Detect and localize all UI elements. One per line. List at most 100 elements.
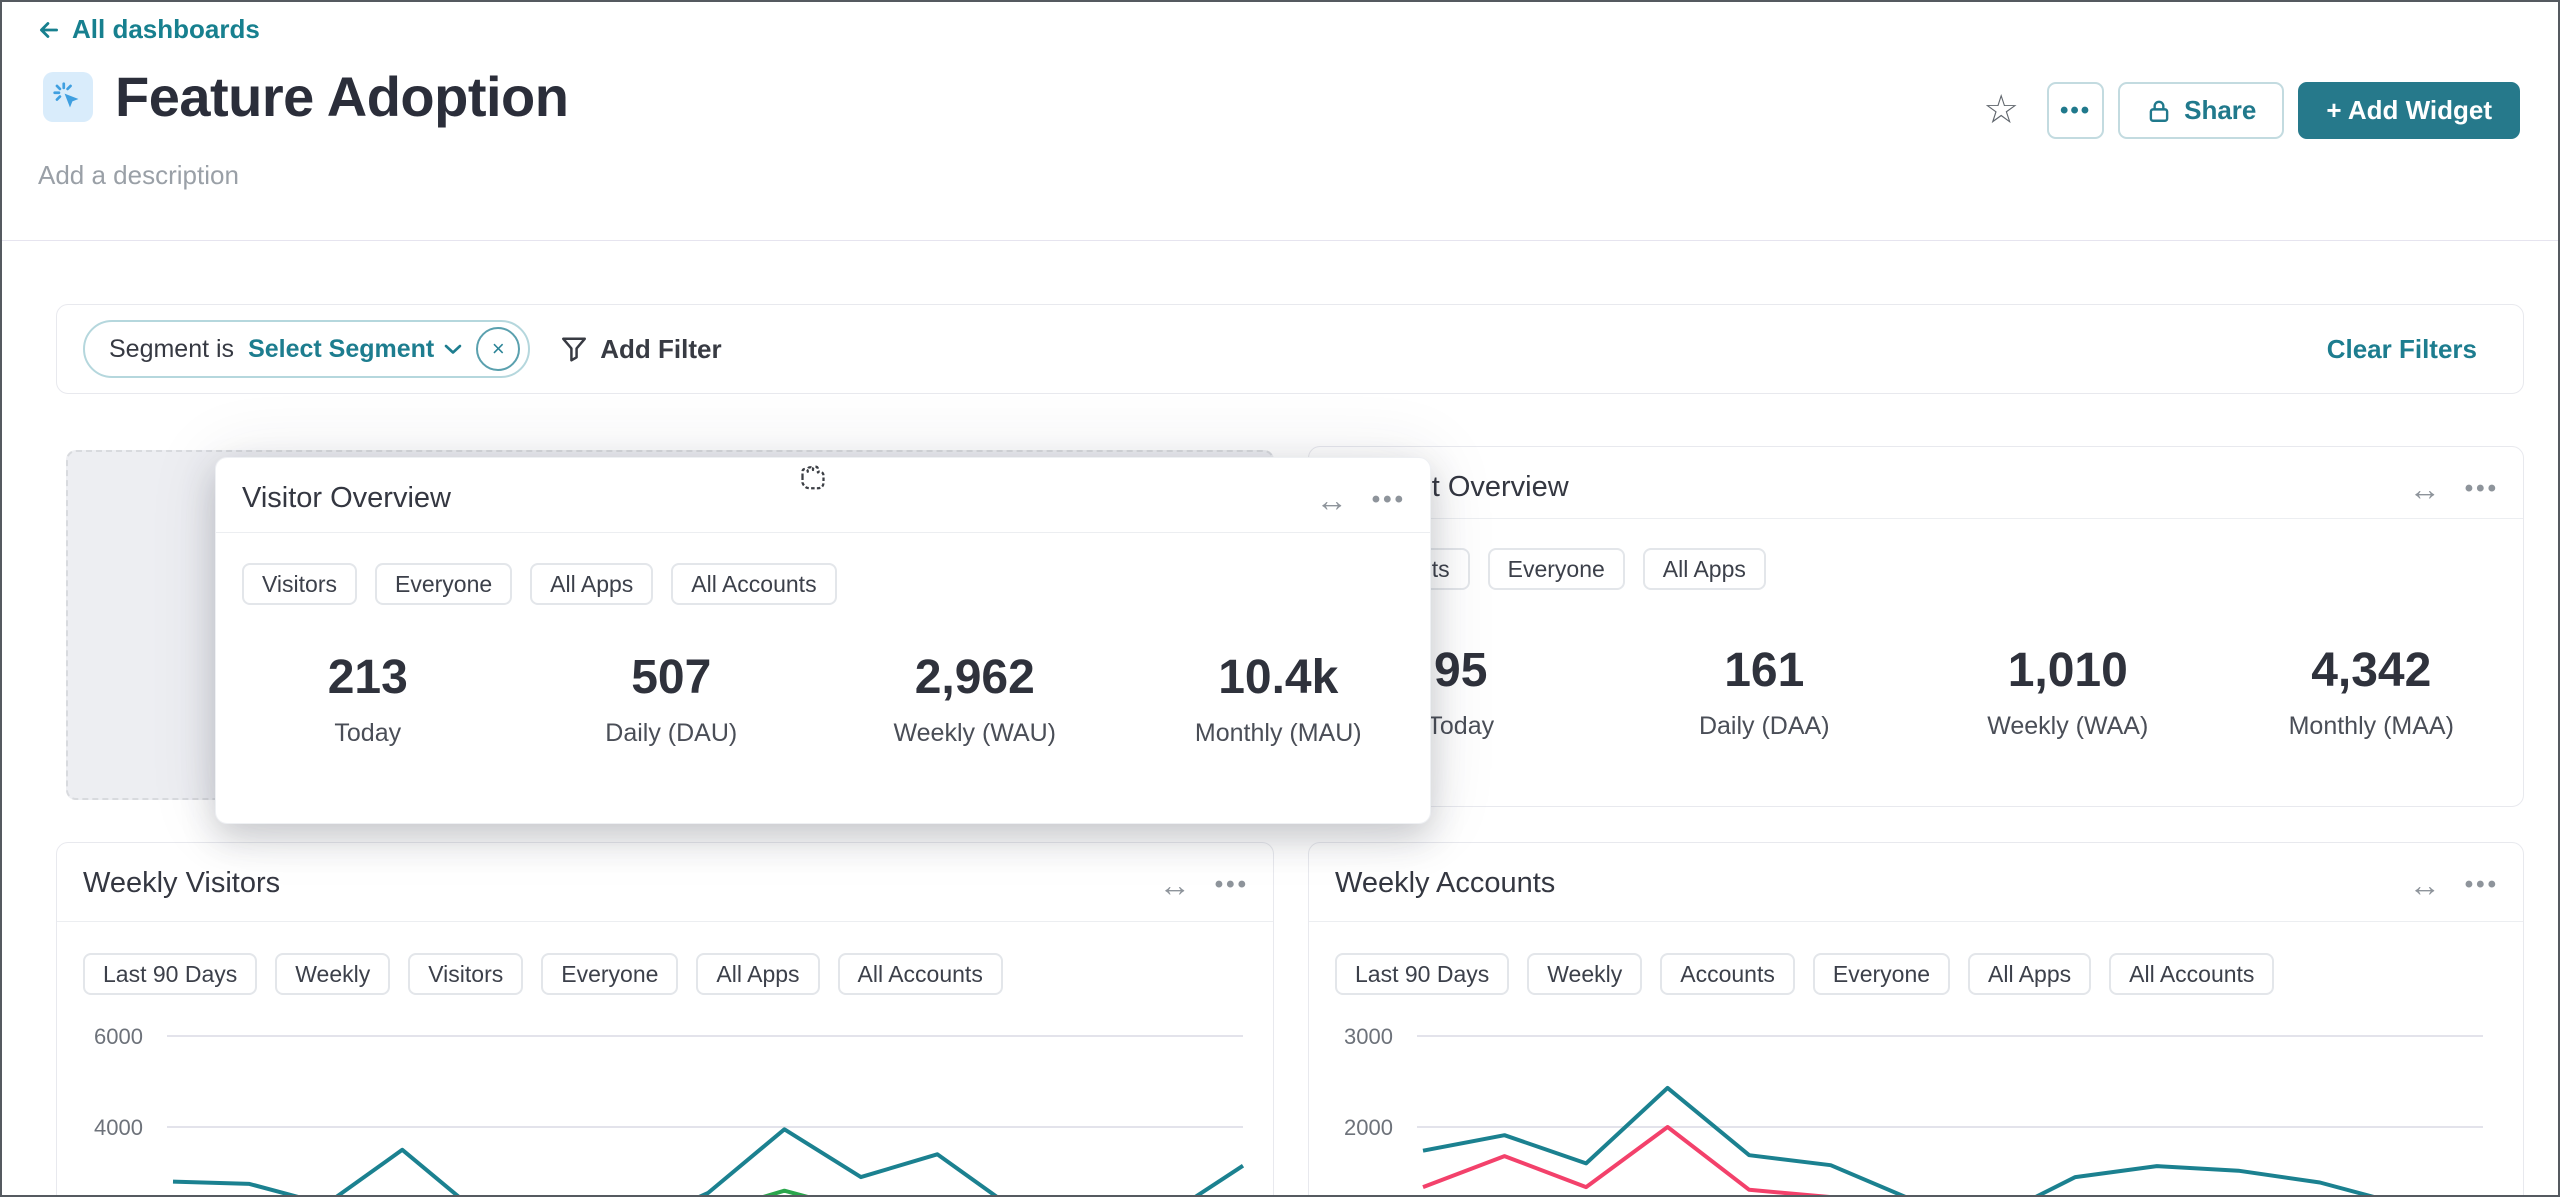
tag: All Apps: [1968, 953, 2092, 995]
stat-value: 4,342: [2311, 644, 2432, 697]
segment-filter-prefix: Segment is: [109, 334, 235, 363]
tag: All Apps: [530, 563, 654, 605]
tag: Last 90 Days: [83, 953, 258, 995]
stat-label: Monthly (MAA): [2288, 712, 2454, 740]
tag: Accounts: [1660, 953, 1795, 995]
stat-value: 1,010: [2007, 644, 2128, 697]
stat-label: Today: [1427, 712, 1495, 740]
stat-value: 507: [631, 651, 712, 704]
widget-weekly-accounts: Weekly Accounts ↔ ••• Last 90 Days Weekl…: [1308, 842, 2524, 1195]
tag: Visitors: [242, 563, 357, 605]
share-button-label: Share: [2184, 95, 2257, 125]
weekly-accounts-line-chart: 3000 2000: [1344, 1024, 2483, 1195]
stat-monthly: 4,342 Monthly (MAA): [2220, 643, 2524, 741]
segment-filter-pill: Segment is Select Segment ×: [83, 320, 531, 378]
tag: Last 90 Days: [1335, 953, 1510, 995]
stat-label: Daily (DAA): [1698, 712, 1830, 740]
widget-tag-row: Last 90 Days Weekly Visitors Everyone Al…: [83, 953, 1003, 995]
stat-today: 213 Today: [216, 650, 520, 748]
stat-today: 95 Today: [1309, 643, 1613, 741]
stat-label: Today: [334, 719, 402, 747]
remove-segment-filter-button[interactable]: ×: [476, 327, 521, 371]
svg-text:4000: 4000: [94, 1115, 143, 1140]
card-divider: [1309, 518, 2523, 519]
dashboard-description-placeholder[interactable]: Add a description: [38, 160, 239, 190]
tag: Weekly: [275, 953, 391, 995]
svg-text:3000: 3000: [1344, 1024, 1393, 1049]
stat-label: Monthly (MAU): [1194, 719, 1362, 747]
resize-horizontal-icon[interactable]: ↔: [2408, 471, 2441, 507]
svg-text:2000: 2000: [1344, 1115, 1393, 1140]
svg-text:6000: 6000: [94, 1024, 143, 1049]
share-button[interactable]: Share: [2118, 82, 2285, 139]
tag: Everyone: [1812, 953, 1951, 995]
x-icon: ×: [491, 336, 505, 361]
add-widget-button[interactable]: + Add Widget: [2298, 82, 2520, 139]
back-to-dashboards-link[interactable]: All dashboards: [36, 14, 260, 45]
stat-value: 161: [1724, 644, 1805, 697]
tag: Everyone: [541, 953, 679, 995]
widget-visitor-overview-dragging[interactable]: Visitor Overview ↔ ••• Visitors Everyone…: [215, 457, 1431, 824]
widget-tag-row: Last 90 Days Weekly Accounts Everyone Al…: [1335, 953, 2275, 995]
widget-menu-icon[interactable]: •••: [2464, 871, 2499, 898]
tag: Everyone: [375, 563, 513, 605]
stat-label: Weekly (WAA): [1987, 712, 2149, 740]
clear-filters-link[interactable]: Clear Filters: [2326, 333, 2477, 364]
widget-title: Visitor Overview: [242, 482, 451, 514]
stat-weekly: 2,962 Weekly (WAU): [823, 650, 1127, 748]
back-link-label: All dashboards: [72, 14, 260, 44]
stat-label: Weekly (WAU): [893, 719, 1057, 747]
feature-click-icon: [43, 71, 93, 122]
widget-menu-icon[interactable]: •••: [1214, 871, 1249, 898]
tag: All Apps: [696, 953, 820, 995]
widget-tag-row: Visitors Everyone All Apps All Accounts: [242, 563, 837, 605]
widget-account-overview: Account Overview ↔ ••• Accounts Everyone…: [1308, 446, 2524, 807]
resize-horizontal-icon[interactable]: ↔: [1315, 482, 1348, 518]
add-widget-label: + Add Widget: [2326, 95, 2492, 125]
tag: Visitors: [408, 953, 524, 995]
widget-menu-icon[interactable]: •••: [1371, 486, 1406, 513]
card-divider: [216, 532, 1430, 533]
add-filter-label: Add Filter: [600, 333, 722, 364]
widget-weekly-visitors: Weekly Visitors ↔ ••• Last 90 Days Weekl…: [56, 842, 1274, 1195]
more-options-button[interactable]: •••: [2047, 82, 2105, 139]
stat-value: 95: [1434, 644, 1488, 697]
page-title: Feature Adoption: [115, 65, 569, 128]
tag: All Apps: [1642, 548, 1766, 590]
widget-title: Weekly Accounts: [1335, 867, 1556, 899]
tag: Weekly: [1527, 953, 1643, 995]
stat-daily: 161 Daily (DAA): [1613, 643, 1917, 741]
funnel-icon: [562, 337, 587, 362]
tag: All Accounts: [2109, 953, 2275, 995]
card-divider: [57, 921, 1273, 922]
header-divider: [2, 240, 2558, 241]
segment-select-value: Select Segment: [248, 334, 435, 363]
stat-value: 213: [327, 651, 408, 704]
widget-title: Weekly Visitors: [83, 867, 281, 899]
stat-value: 10.4k: [1218, 651, 1339, 704]
arrow-left-icon: [40, 21, 58, 38]
weekly-visitors-line-chart: 6000 4000: [94, 1024, 1245, 1195]
segment-select-dropdown[interactable]: Select Segment: [248, 335, 462, 364]
widget-stats-row: 213 Today 507 Daily (DAU) 2,962 Weekly (…: [216, 650, 1430, 748]
stat-value: 2,962: [914, 651, 1035, 704]
widget-stats-row: 95 Today 161 Daily (DAA) 1,010 Weekly (W…: [1309, 643, 2523, 741]
resize-horizontal-icon[interactable]: ↔: [1158, 867, 1191, 903]
stat-monthly: 10.4k Monthly (MAU): [1127, 650, 1431, 748]
favorite-star-icon[interactable]: ☆: [1983, 88, 2020, 132]
stat-daily: 507 Daily (DAU): [520, 650, 824, 748]
header-toolbar: ☆ ••• Share + Add Widget: [1983, 82, 2520, 139]
tag: All Accounts: [837, 953, 1003, 995]
resize-horizontal-icon[interactable]: ↔: [2408, 867, 2441, 903]
widget-menu-icon[interactable]: •••: [2464, 475, 2499, 502]
lock-icon: [2149, 100, 2169, 122]
stat-label: Daily (DAU): [605, 719, 738, 747]
card-divider: [1309, 921, 2523, 922]
add-filter-button[interactable]: Add Filter: [560, 333, 722, 365]
tag: All Accounts: [671, 563, 837, 605]
chevron-down-icon: [444, 344, 462, 354]
stat-weekly: 1,010 Weekly (WAA): [1916, 643, 2220, 741]
grab-cursor-icon: [801, 465, 825, 490]
tag: Everyone: [1487, 548, 1625, 590]
